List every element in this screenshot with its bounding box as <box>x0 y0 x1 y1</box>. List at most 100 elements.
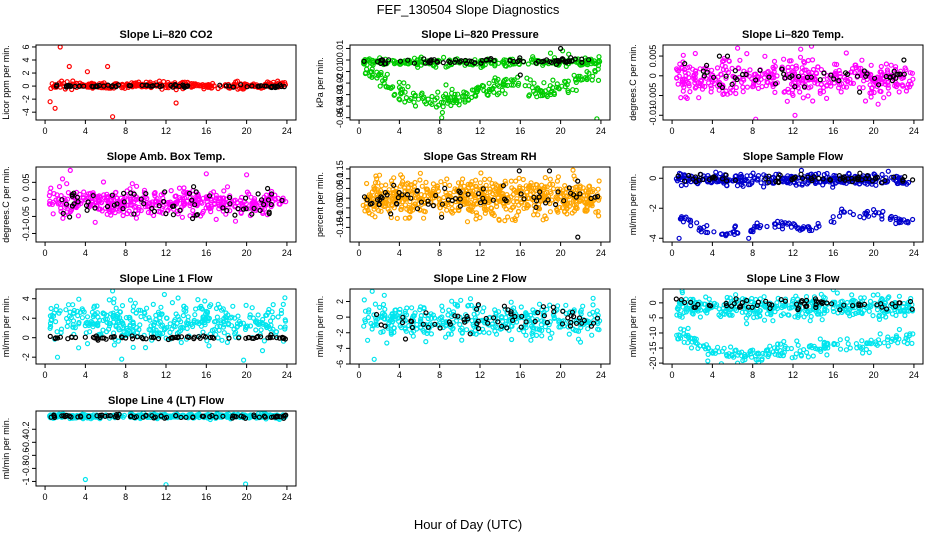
data-point <box>448 331 454 337</box>
data-point <box>104 316 111 322</box>
data-point <box>578 195 584 201</box>
data-point <box>143 201 149 207</box>
data-point <box>765 353 771 360</box>
data-point <box>402 308 408 314</box>
data-point <box>555 174 562 180</box>
y-tick-label: 0 <box>21 197 31 202</box>
data-point <box>594 116 600 120</box>
data-point <box>220 205 226 211</box>
x-tick-label: 16 <box>828 248 838 258</box>
data-point <box>444 176 450 182</box>
x-tick-label: 4 <box>83 126 88 136</box>
data-point <box>558 193 564 199</box>
data-point <box>445 331 452 337</box>
data-point <box>806 70 812 76</box>
data-point <box>732 68 738 74</box>
data-point <box>565 315 571 321</box>
data-point <box>450 309 457 315</box>
data-point <box>187 213 193 219</box>
data-point <box>243 324 249 330</box>
data-point <box>103 329 110 335</box>
y-tick-label: -20 <box>648 357 658 370</box>
data-point <box>159 322 165 328</box>
data-point <box>421 56 427 62</box>
data-point <box>775 352 781 358</box>
points <box>361 289 603 362</box>
y-tick-label: 0 <box>648 300 658 305</box>
data-point <box>127 202 133 208</box>
data-point <box>402 215 408 221</box>
data-point <box>547 209 554 215</box>
data-point <box>222 199 228 205</box>
data-point <box>202 298 208 304</box>
data-point <box>425 187 431 193</box>
panel-3: Slope Li–820 Temp.degrees.C per min.0 4 8 1… <box>628 29 924 136</box>
data-point <box>442 201 448 207</box>
data-point <box>151 322 157 328</box>
data-point <box>887 215 894 221</box>
data-point <box>550 77 556 83</box>
y-tick-label: 0 <box>335 315 345 320</box>
data-point <box>770 318 776 324</box>
data-point <box>369 289 375 294</box>
data-point <box>678 182 685 189</box>
data-point <box>434 183 440 189</box>
data-point <box>168 335 174 341</box>
data-point <box>877 69 883 75</box>
points <box>47 289 289 363</box>
data-point <box>515 58 521 65</box>
data-point <box>378 329 384 335</box>
x-tick-label: 24 <box>596 370 606 380</box>
data-point <box>397 97 403 103</box>
data-point <box>370 323 376 329</box>
data-point <box>455 180 462 186</box>
data-point <box>680 76 686 83</box>
data-point <box>837 337 843 343</box>
data-point <box>536 327 543 333</box>
data-point <box>804 74 811 81</box>
data-point <box>681 299 688 306</box>
points <box>47 45 288 120</box>
data-point <box>909 216 916 223</box>
data-point <box>75 345 82 351</box>
data-point <box>554 186 561 192</box>
data-point <box>266 209 272 215</box>
data-point <box>899 75 905 82</box>
data-point <box>717 171 723 177</box>
data-point <box>847 313 853 319</box>
data-point <box>419 183 425 189</box>
data-point <box>500 183 506 189</box>
data-point <box>365 207 371 213</box>
data-point <box>503 198 509 204</box>
data-point <box>225 332 231 338</box>
data-point <box>223 83 229 89</box>
data-point <box>803 67 809 73</box>
data-point <box>853 310 859 316</box>
data-point <box>749 180 755 186</box>
data-point <box>206 82 213 88</box>
data-point <box>679 64 685 70</box>
data-point <box>216 327 222 333</box>
data-point <box>750 347 756 353</box>
data-point <box>708 348 714 354</box>
data-point <box>96 198 102 204</box>
data-point <box>167 321 173 327</box>
data-point <box>115 82 121 88</box>
data-point <box>777 352 783 359</box>
data-point <box>772 81 779 87</box>
data-point <box>719 348 726 354</box>
data-point <box>474 212 480 218</box>
data-point <box>573 87 579 94</box>
data-point <box>471 60 478 66</box>
x-tick-label: 0 <box>43 126 48 136</box>
data-point <box>65 336 71 342</box>
data-point <box>169 300 175 306</box>
data-point <box>892 64 899 70</box>
data-point <box>787 74 793 81</box>
data-point <box>244 82 250 88</box>
data-point <box>781 71 787 77</box>
data-point <box>577 339 584 345</box>
data-point <box>279 197 285 203</box>
data-point <box>536 301 543 307</box>
